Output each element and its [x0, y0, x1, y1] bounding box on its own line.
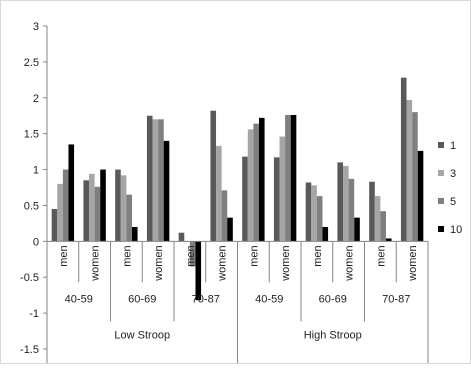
bar-series-10: [163, 140, 170, 242]
x-age-label: 70-87: [192, 293, 220, 305]
bar-series-1: [400, 77, 407, 242]
y-tick-label: -0.5: [20, 272, 39, 284]
y-tick-label: 3: [33, 21, 39, 33]
bar-series-1: [242, 156, 248, 242]
bar-series-10: [258, 117, 265, 242]
legend-label: 10: [450, 224, 462, 236]
bar-series-1: [210, 110, 217, 242]
bar-series-10: [354, 217, 360, 242]
bar-series-10: [227, 217, 233, 242]
bar-series-3: [120, 175, 127, 242]
x-age-label: 40-59: [255, 293, 283, 305]
bar-series-10: [385, 238, 392, 242]
bar-series-3: [57, 183, 63, 242]
x-sex-label: women: [153, 245, 165, 281]
bar-series-3: [374, 196, 381, 242]
x-sex-label: men: [58, 245, 70, 266]
bar-series-1: [51, 209, 58, 242]
legend-swatch-3: [438, 170, 444, 176]
bar-series-3: [406, 99, 413, 242]
bar-series-5: [348, 178, 355, 242]
x-sex-label: women: [407, 245, 419, 281]
y-tick-label: 0.5: [24, 200, 39, 212]
x-age-label: 70-87: [382, 293, 410, 305]
bar-series-1: [83, 180, 90, 242]
x-stroop-label: Low Stroop: [114, 329, 170, 341]
bar-series-10: [68, 144, 75, 242]
bar-series-10: [322, 226, 329, 242]
y-tick-label: 0: [33, 236, 39, 248]
x-sex-label: women: [344, 245, 356, 281]
legend-label: 5: [450, 196, 456, 208]
x-age-label: 60-69: [128, 293, 156, 305]
x-sex-label: men: [185, 245, 197, 266]
y-tick-label: 2: [33, 93, 39, 105]
x-sex-label: men: [121, 245, 133, 266]
x-sex-label: men: [375, 245, 387, 266]
bar-series-1: [146, 115, 153, 242]
bar-series-3: [247, 129, 254, 242]
bar-series-1: [273, 157, 280, 242]
bars: [51, 77, 424, 301]
legend: 1 3 5 10: [438, 140, 462, 236]
x-age-label: 40-59: [65, 293, 93, 305]
bar-series-10: [417, 150, 424, 242]
bar-series-5: [285, 115, 291, 242]
y-tick-label: 1.5: [24, 129, 39, 141]
bar-series-5: [158, 119, 164, 242]
bar-series-3: [279, 136, 286, 242]
y-tick-label: 1: [33, 165, 39, 177]
bar-series-5: [126, 194, 132, 242]
bar-series-5: [380, 211, 386, 242]
legend-swatch-5: [438, 198, 444, 204]
bar-series-5: [189, 241, 196, 267]
y-tick-label: 2.5: [24, 57, 39, 69]
bar-series-5: [94, 186, 101, 242]
x-age-label: 60-69: [319, 293, 347, 305]
bar-series-1: [369, 181, 375, 242]
bar-series-3: [311, 185, 317, 242]
x-sex-label: men: [312, 245, 324, 266]
bar-series-5: [412, 112, 418, 242]
bar-series-3: [89, 173, 95, 242]
bar-series-1: [115, 169, 121, 242]
bar-series-3: [152, 119, 159, 242]
legend-label: 3: [450, 168, 456, 180]
bar-series-5: [316, 196, 323, 242]
bar-series-3: [343, 165, 349, 242]
bar-series-1: [305, 182, 312, 242]
bar-series-5: [253, 123, 259, 242]
bar-series-3: [216, 145, 222, 242]
bar-series-5: [62, 169, 69, 242]
bar-series-10: [195, 241, 202, 301]
bar-series-5: [221, 190, 228, 242]
x-sex-label: women: [217, 245, 229, 281]
x-sex-label: women: [90, 245, 102, 281]
y-tick-label: -1.5: [20, 344, 39, 356]
bar-series-1: [178, 232, 185, 242]
legend-swatch-10: [438, 226, 444, 232]
legend-swatch-1: [438, 142, 444, 148]
bar-series-1: [337, 162, 344, 242]
x-sex-label: women: [280, 245, 292, 281]
bar-series-10: [100, 169, 106, 242]
x-stroop-label: High Stroop: [304, 329, 362, 341]
x-axis: men women men women men women men women men women…: [46, 240, 429, 363]
bar-series-10: [290, 115, 297, 242]
x-sex-label: men: [248, 245, 260, 266]
legend-label: 1: [450, 140, 456, 152]
bar-series-10: [131, 226, 138, 242]
y-tick-label: -1: [29, 308, 39, 320]
